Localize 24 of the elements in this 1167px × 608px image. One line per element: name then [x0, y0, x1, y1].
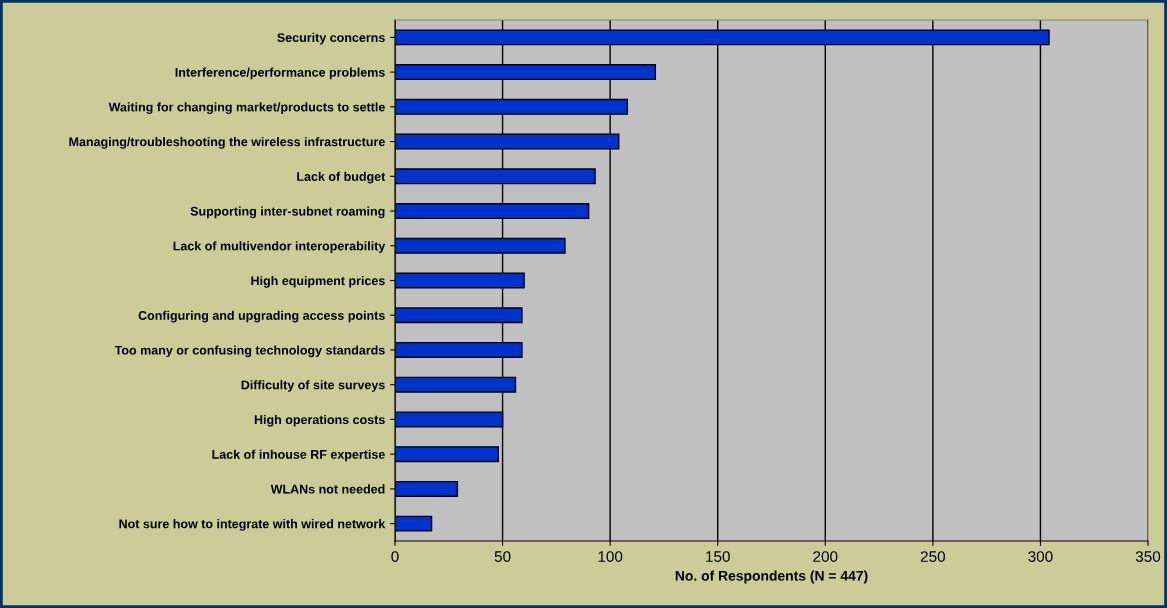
- x-tick-label: 350: [1135, 551, 1161, 562]
- y-tick-label: High equipment prices: [251, 275, 385, 288]
- x-tick-label: 250: [920, 551, 946, 562]
- y-tick-label: Difficulty of site surveys: [241, 380, 385, 392]
- x-tick-label: 50: [494, 551, 511, 562]
- y-tick-label: High operations costs: [254, 414, 385, 427]
- y-tick-label: Too many or confusing technology standards: [114, 345, 385, 358]
- x-axis-title: No. of Respondents (N = 447): [675, 570, 868, 584]
- y-tick-label: Not sure how to integrate with wired network: [119, 519, 386, 531]
- y-tick-label: Interference/performance problems: [175, 67, 385, 80]
- y-tick-label: Security concerns: [277, 32, 385, 45]
- y-tick-label: Lack of budget: [297, 171, 386, 184]
- y-tick-label: Supporting inter-subnet roaming: [190, 206, 385, 219]
- x-tick-label: 0: [391, 551, 399, 562]
- y-tick-label: Lack of multivendor interoperability: [173, 241, 386, 253]
- x-tick-label: 300: [1028, 551, 1053, 562]
- x-tick-label: 200: [813, 551, 838, 562]
- y-tick-label: WLANs not needed: [270, 484, 385, 494]
- y-tick-label: Waiting for changing market/products to settle: [108, 102, 385, 115]
- y-tick-label: Managing/troubleshooting the wireless infrastructure: [69, 137, 385, 149]
- y-tick-label: Configuring and upgrading access points: [138, 310, 385, 323]
- y-tick-label: Lack of inhouse RF expertise: [212, 449, 385, 462]
- x-tick-label: 100: [598, 551, 623, 562]
- x-tick-label: 150: [706, 551, 730, 562]
